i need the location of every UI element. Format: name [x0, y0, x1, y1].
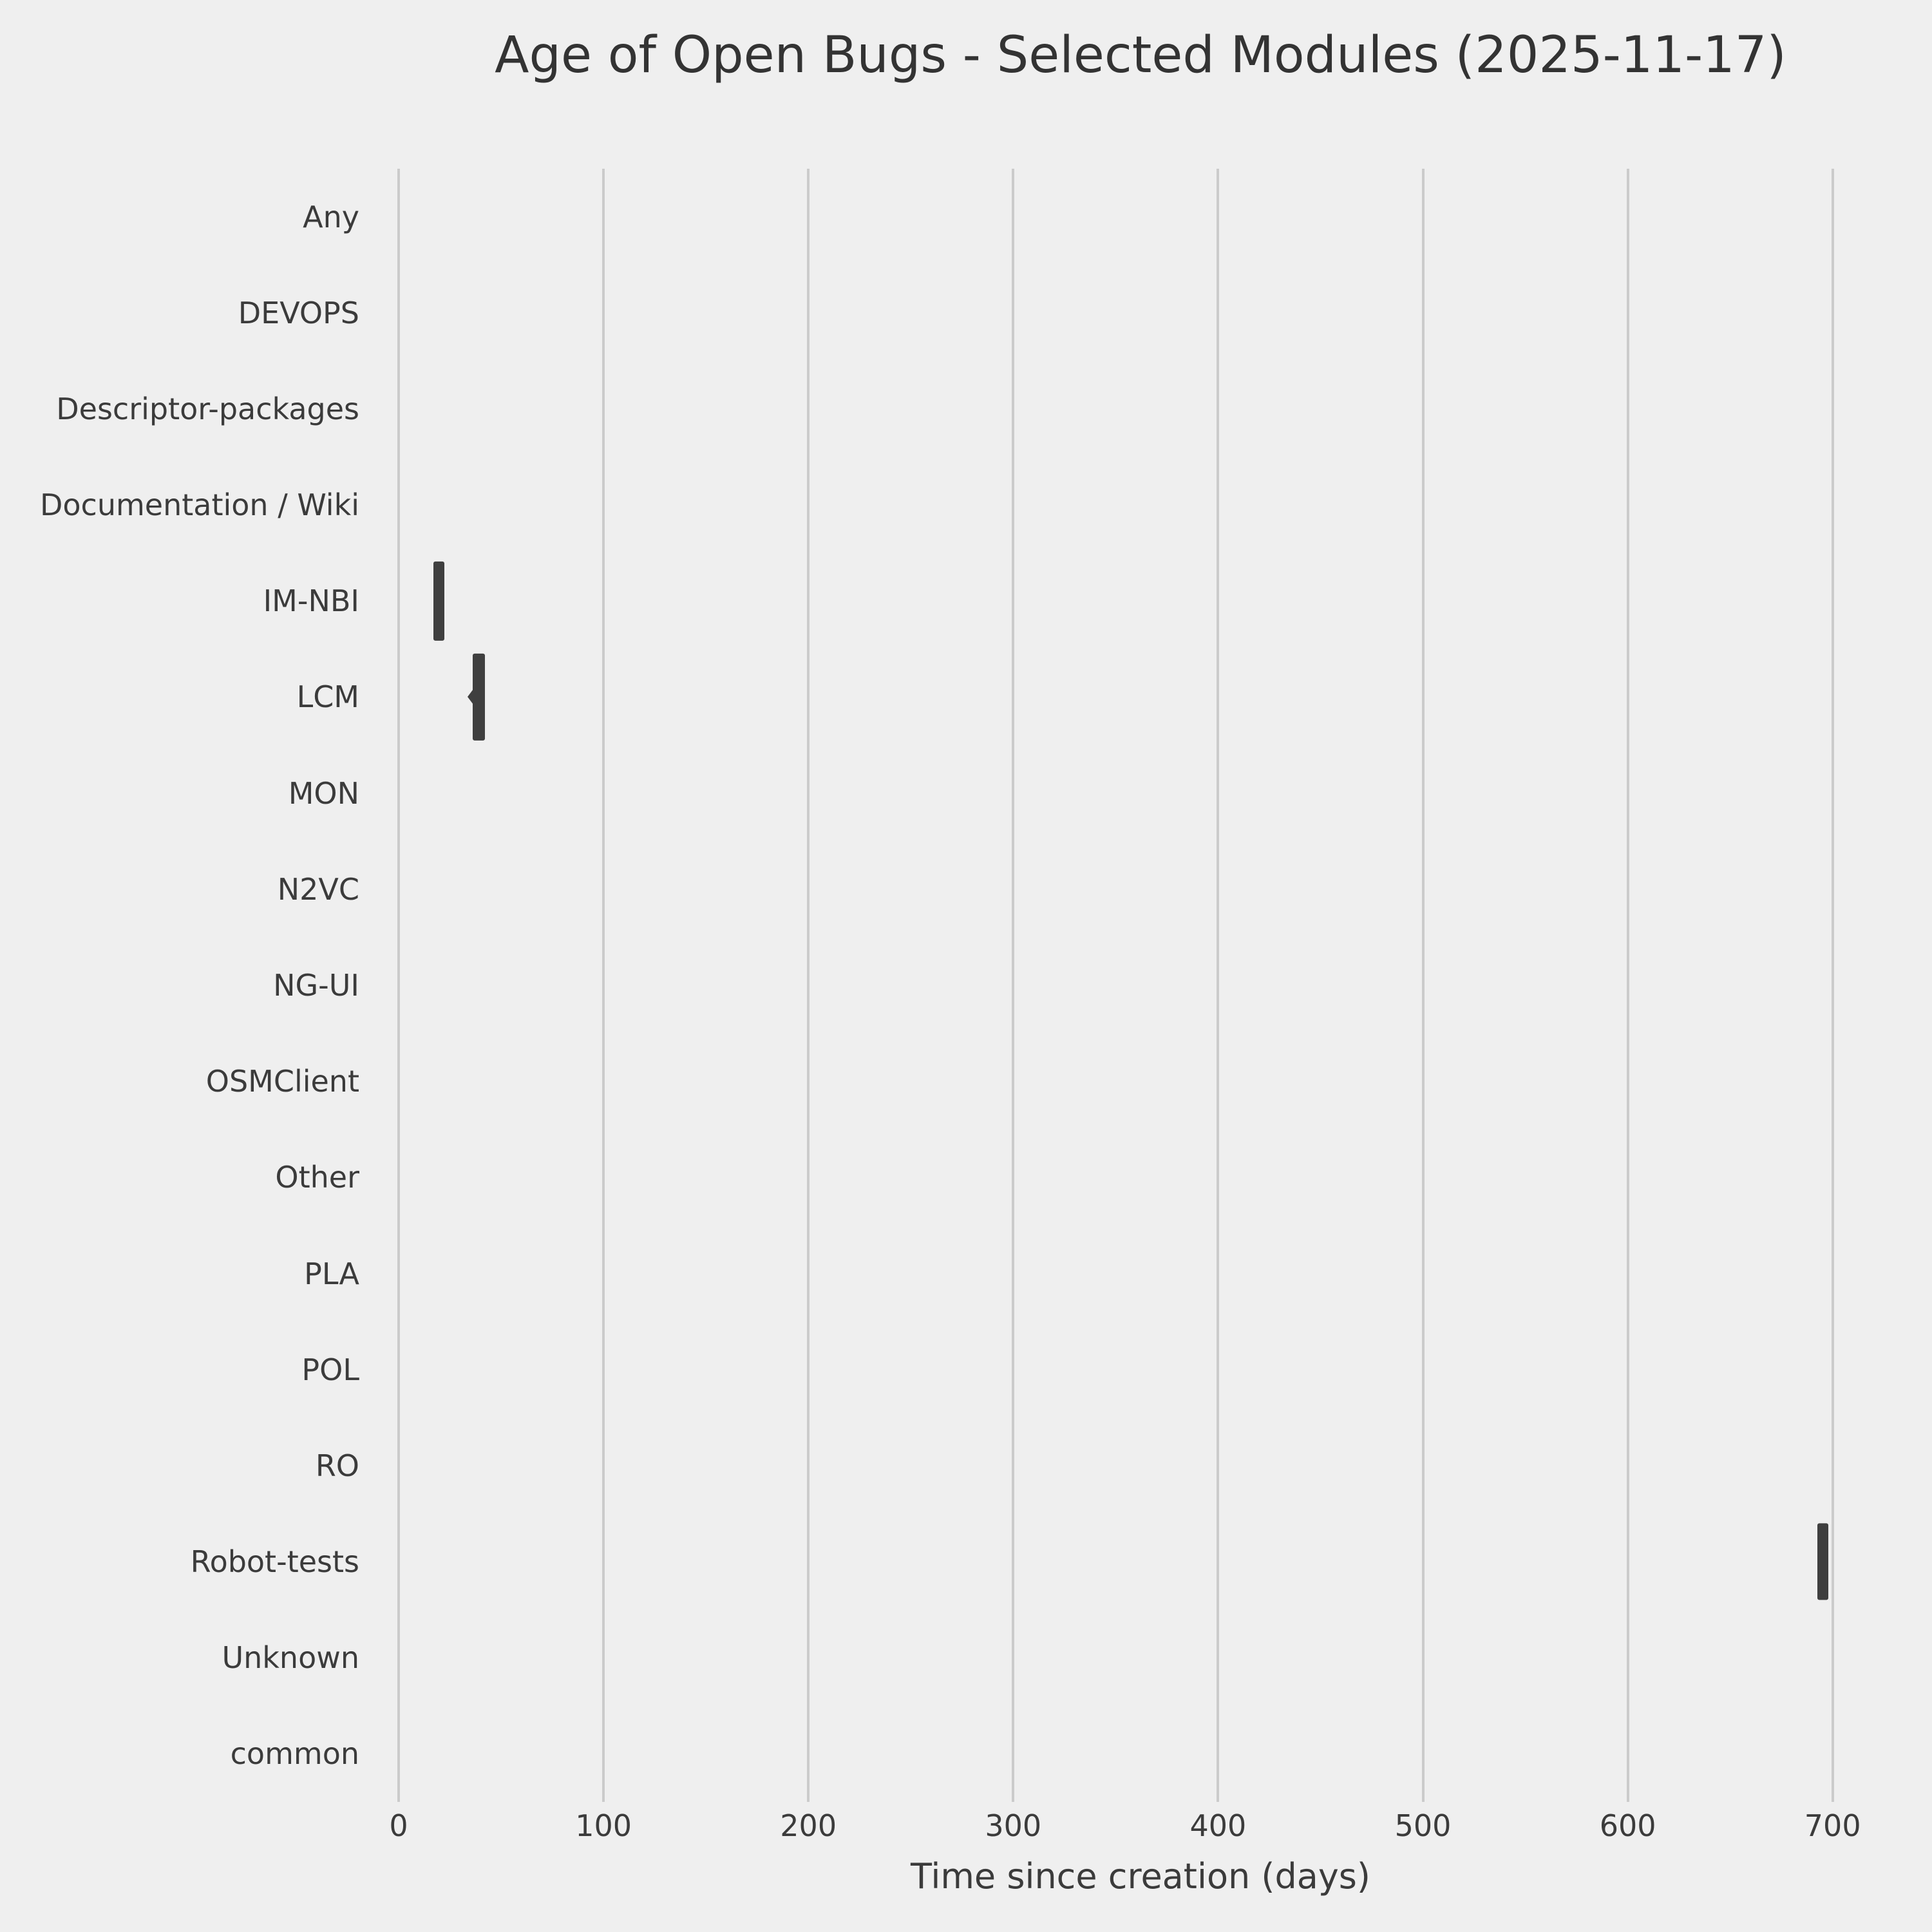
- gridline-x-400: [1217, 169, 1220, 1802]
- y-tick-label: PLA: [304, 1256, 359, 1291]
- violin-IM-NBI: [433, 562, 445, 641]
- y-tick-label: LCM: [296, 679, 359, 715]
- x-axis-label: Time since creation (days): [911, 1856, 1370, 1897]
- y-tick-label: Other: [275, 1160, 359, 1195]
- y-tick-label: IM-NBI: [263, 583, 359, 619]
- gridline-x-0: [397, 169, 400, 1802]
- gridline-x-300: [1012, 169, 1015, 1802]
- gridline-x-200: [807, 169, 810, 1802]
- y-tick-label: NG-UI: [273, 968, 359, 1003]
- chart-title: Age of Open Bugs - Selected Modules (202…: [495, 26, 1786, 84]
- y-tick-label: N2VC: [277, 871, 359, 907]
- x-tick-label: 0: [389, 1808, 408, 1843]
- x-tick-label: 300: [985, 1808, 1042, 1843]
- y-tick-label: Descriptor-packages: [56, 391, 359, 426]
- y-tick-label: Documentation / Wiki: [39, 488, 359, 523]
- y-tick-label: Robot-tests: [190, 1544, 359, 1580]
- y-tick-label: Any: [303, 199, 359, 234]
- y-tick-label: DEVOPS: [238, 295, 359, 330]
- gridline-x-600: [1626, 169, 1629, 1802]
- gridline-x-500: [1421, 169, 1425, 1802]
- x-tick-label: 700: [1804, 1808, 1861, 1843]
- violin-LCM: [473, 654, 486, 741]
- violin-Robot-tests: [1817, 1523, 1829, 1600]
- gridline-x-700: [1831, 169, 1834, 1802]
- y-tick-label: POL: [301, 1352, 359, 1387]
- violin-peak-LCM: [468, 689, 474, 705]
- gridline-x-100: [602, 169, 605, 1802]
- y-tick-label: MON: [288, 775, 359, 811]
- y-tick-label: OSMClient: [205, 1064, 359, 1099]
- y-tick-label: Unknown: [222, 1640, 359, 1676]
- x-tick-label: 200: [780, 1808, 837, 1843]
- x-tick-label: 500: [1394, 1808, 1452, 1843]
- y-tick-label: common: [230, 1736, 359, 1772]
- x-tick-label: 400: [1189, 1808, 1247, 1843]
- x-tick-label: 100: [575, 1808, 632, 1843]
- x-tick-label: 600: [1599, 1808, 1656, 1843]
- y-tick-label: RO: [315, 1448, 359, 1483]
